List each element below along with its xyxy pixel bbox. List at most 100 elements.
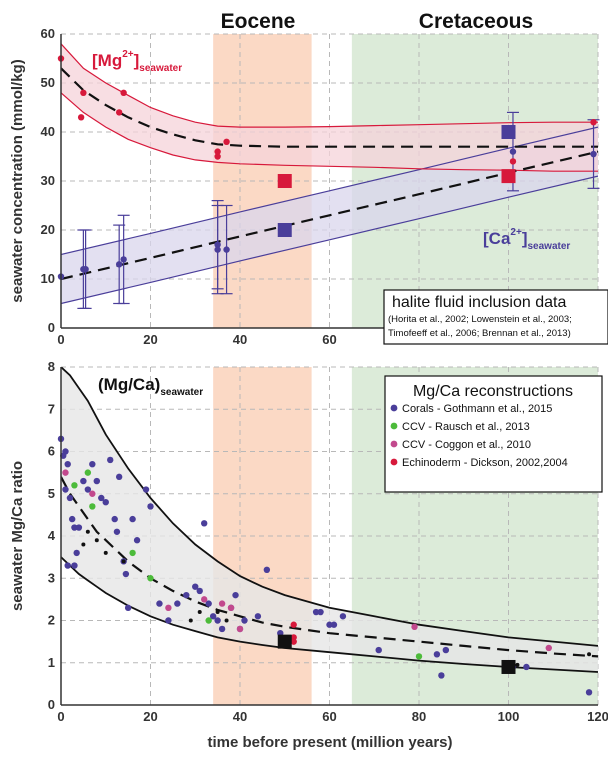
- mgca-point: [218, 600, 226, 607]
- mgca-square: [277, 634, 292, 649]
- mgca-point: [196, 587, 203, 595]
- infobox-cite-2: Timofeeff et al., 2006; Brennan et al., …: [388, 328, 571, 339]
- mg-point: [223, 138, 230, 145]
- mgca-point: [89, 503, 96, 510]
- mgca-point: [102, 499, 109, 506]
- mgca-upper-line: [61, 367, 598, 647]
- bottom-y-tick-label: 5: [48, 486, 55, 501]
- mgca-point: [66, 494, 74, 502]
- mgca-point: [98, 494, 105, 502]
- bottom-y-tick-label: 4: [48, 528, 56, 543]
- mgca-point: [103, 550, 108, 555]
- mgca-point: [545, 644, 552, 652]
- mgca-point: [205, 600, 212, 607]
- top-y-tick-label: 10: [41, 271, 55, 286]
- mg-point: [509, 158, 517, 165]
- bottom-x-tick-label: 0: [57, 709, 64, 724]
- mgca-point: [75, 524, 83, 531]
- top-curves: [61, 43, 598, 305]
- bottom-y-tick-label: 2: [48, 613, 55, 628]
- mgca-point: [124, 604, 132, 612]
- ca-upper-line: [61, 126, 598, 256]
- top-y-tick-label: 40: [41, 124, 55, 139]
- bottom-x-tick-label: 40: [233, 709, 247, 724]
- mgca-point: [205, 617, 212, 624]
- mgca-point: [290, 638, 297, 645]
- legend-item-label: Echinoderm - Dickson, 2002,2004: [402, 457, 568, 469]
- bottom-x-tick-label: 80: [412, 709, 426, 724]
- mgca-square: [501, 659, 516, 674]
- bottom-y-tick-label: 0: [48, 697, 55, 712]
- mgca-point: [94, 538, 99, 543]
- mgca-point: [81, 542, 86, 547]
- mgca-point: [129, 549, 136, 557]
- mg-point: [115, 109, 123, 116]
- bottom-y-tick-label: 3: [48, 570, 55, 585]
- mg-upper-line: [61, 43, 598, 128]
- bottom-axes: 0 20 40 60 80 100 120 0 1 2 3 4 5 6 7 8: [48, 359, 608, 724]
- mgca-point: [192, 583, 199, 590]
- mgca-point: [415, 653, 423, 660]
- mgca-point: [227, 604, 235, 612]
- mgca-point: [339, 613, 347, 620]
- mgca-point: [71, 482, 78, 489]
- mgca-point: [165, 617, 172, 624]
- mgca-point: [165, 604, 172, 612]
- mg-point: [120, 89, 127, 97]
- mgca-point: [201, 520, 208, 527]
- mgca-point: [156, 600, 163, 607]
- ca-square: [501, 125, 516, 139]
- legend-marker: [390, 404, 398, 412]
- top-y-tick-label: 30: [41, 173, 55, 188]
- mgca-point: [290, 621, 297, 628]
- mgca-point: [254, 613, 262, 620]
- mgca-point: [209, 613, 217, 620]
- mg-lower-line: [61, 92, 598, 172]
- ca-point: [509, 148, 517, 155]
- top-data-points: [57, 55, 600, 309]
- mgca-point: [62, 469, 69, 476]
- mg-point: [77, 114, 85, 121]
- legend-marker: [390, 422, 398, 430]
- mgca-point: [62, 486, 69, 493]
- mgca-point: [214, 617, 221, 624]
- mgca-point: [113, 528, 121, 535]
- legend-item-label: CCV - Coggon et al., 2010: [402, 439, 531, 451]
- mgca-point: [68, 515, 76, 523]
- mgca-lower-line: [61, 556, 598, 673]
- mg-point: [590, 119, 597, 126]
- x-axis-label: time before present (million years): [207, 734, 452, 751]
- halite-infobox: halite fluid inclusion data (Horita et a…: [383, 289, 608, 345]
- mgca-point: [129, 515, 136, 523]
- top-x-tick-label: 60: [322, 332, 336, 347]
- top-x-tick-label: 40: [233, 332, 247, 347]
- top-y-tick-label: 50: [41, 75, 55, 90]
- bottom-x-tick-label: 20: [143, 709, 157, 724]
- top-y-axis-label: seawater concentration (mmol/kg): [9, 59, 26, 302]
- mgca-point: [64, 562, 71, 569]
- mg-point: [80, 89, 87, 97]
- bottom-uncertainty-band: [61, 367, 598, 672]
- mgca-point: [107, 456, 114, 464]
- mgca-point: [121, 559, 126, 564]
- legend-item-label: CCV - Rausch et al., 2013: [402, 421, 530, 433]
- mgca-point: [62, 448, 69, 455]
- mgca-point: [64, 460, 71, 468]
- ca-point: [590, 150, 597, 158]
- mgca-point: [71, 562, 78, 569]
- mg-point: [214, 153, 221, 160]
- mg-seawater-label: [Mg2+]seawater: [92, 49, 182, 74]
- mgca-point: [147, 503, 154, 510]
- top-x-tick-label: 20: [143, 332, 157, 347]
- mgca-point: [73, 549, 80, 557]
- mgca-point: [330, 621, 338, 628]
- mgca-point: [197, 610, 202, 615]
- mgca-point: [587, 652, 592, 657]
- mgca-point: [71, 524, 78, 531]
- mgca-point: [326, 621, 333, 628]
- mgca-point: [85, 529, 90, 534]
- mgca-point: [111, 515, 118, 523]
- bottom-y-tick-label: 8: [48, 359, 55, 374]
- mgca-point: [241, 617, 248, 624]
